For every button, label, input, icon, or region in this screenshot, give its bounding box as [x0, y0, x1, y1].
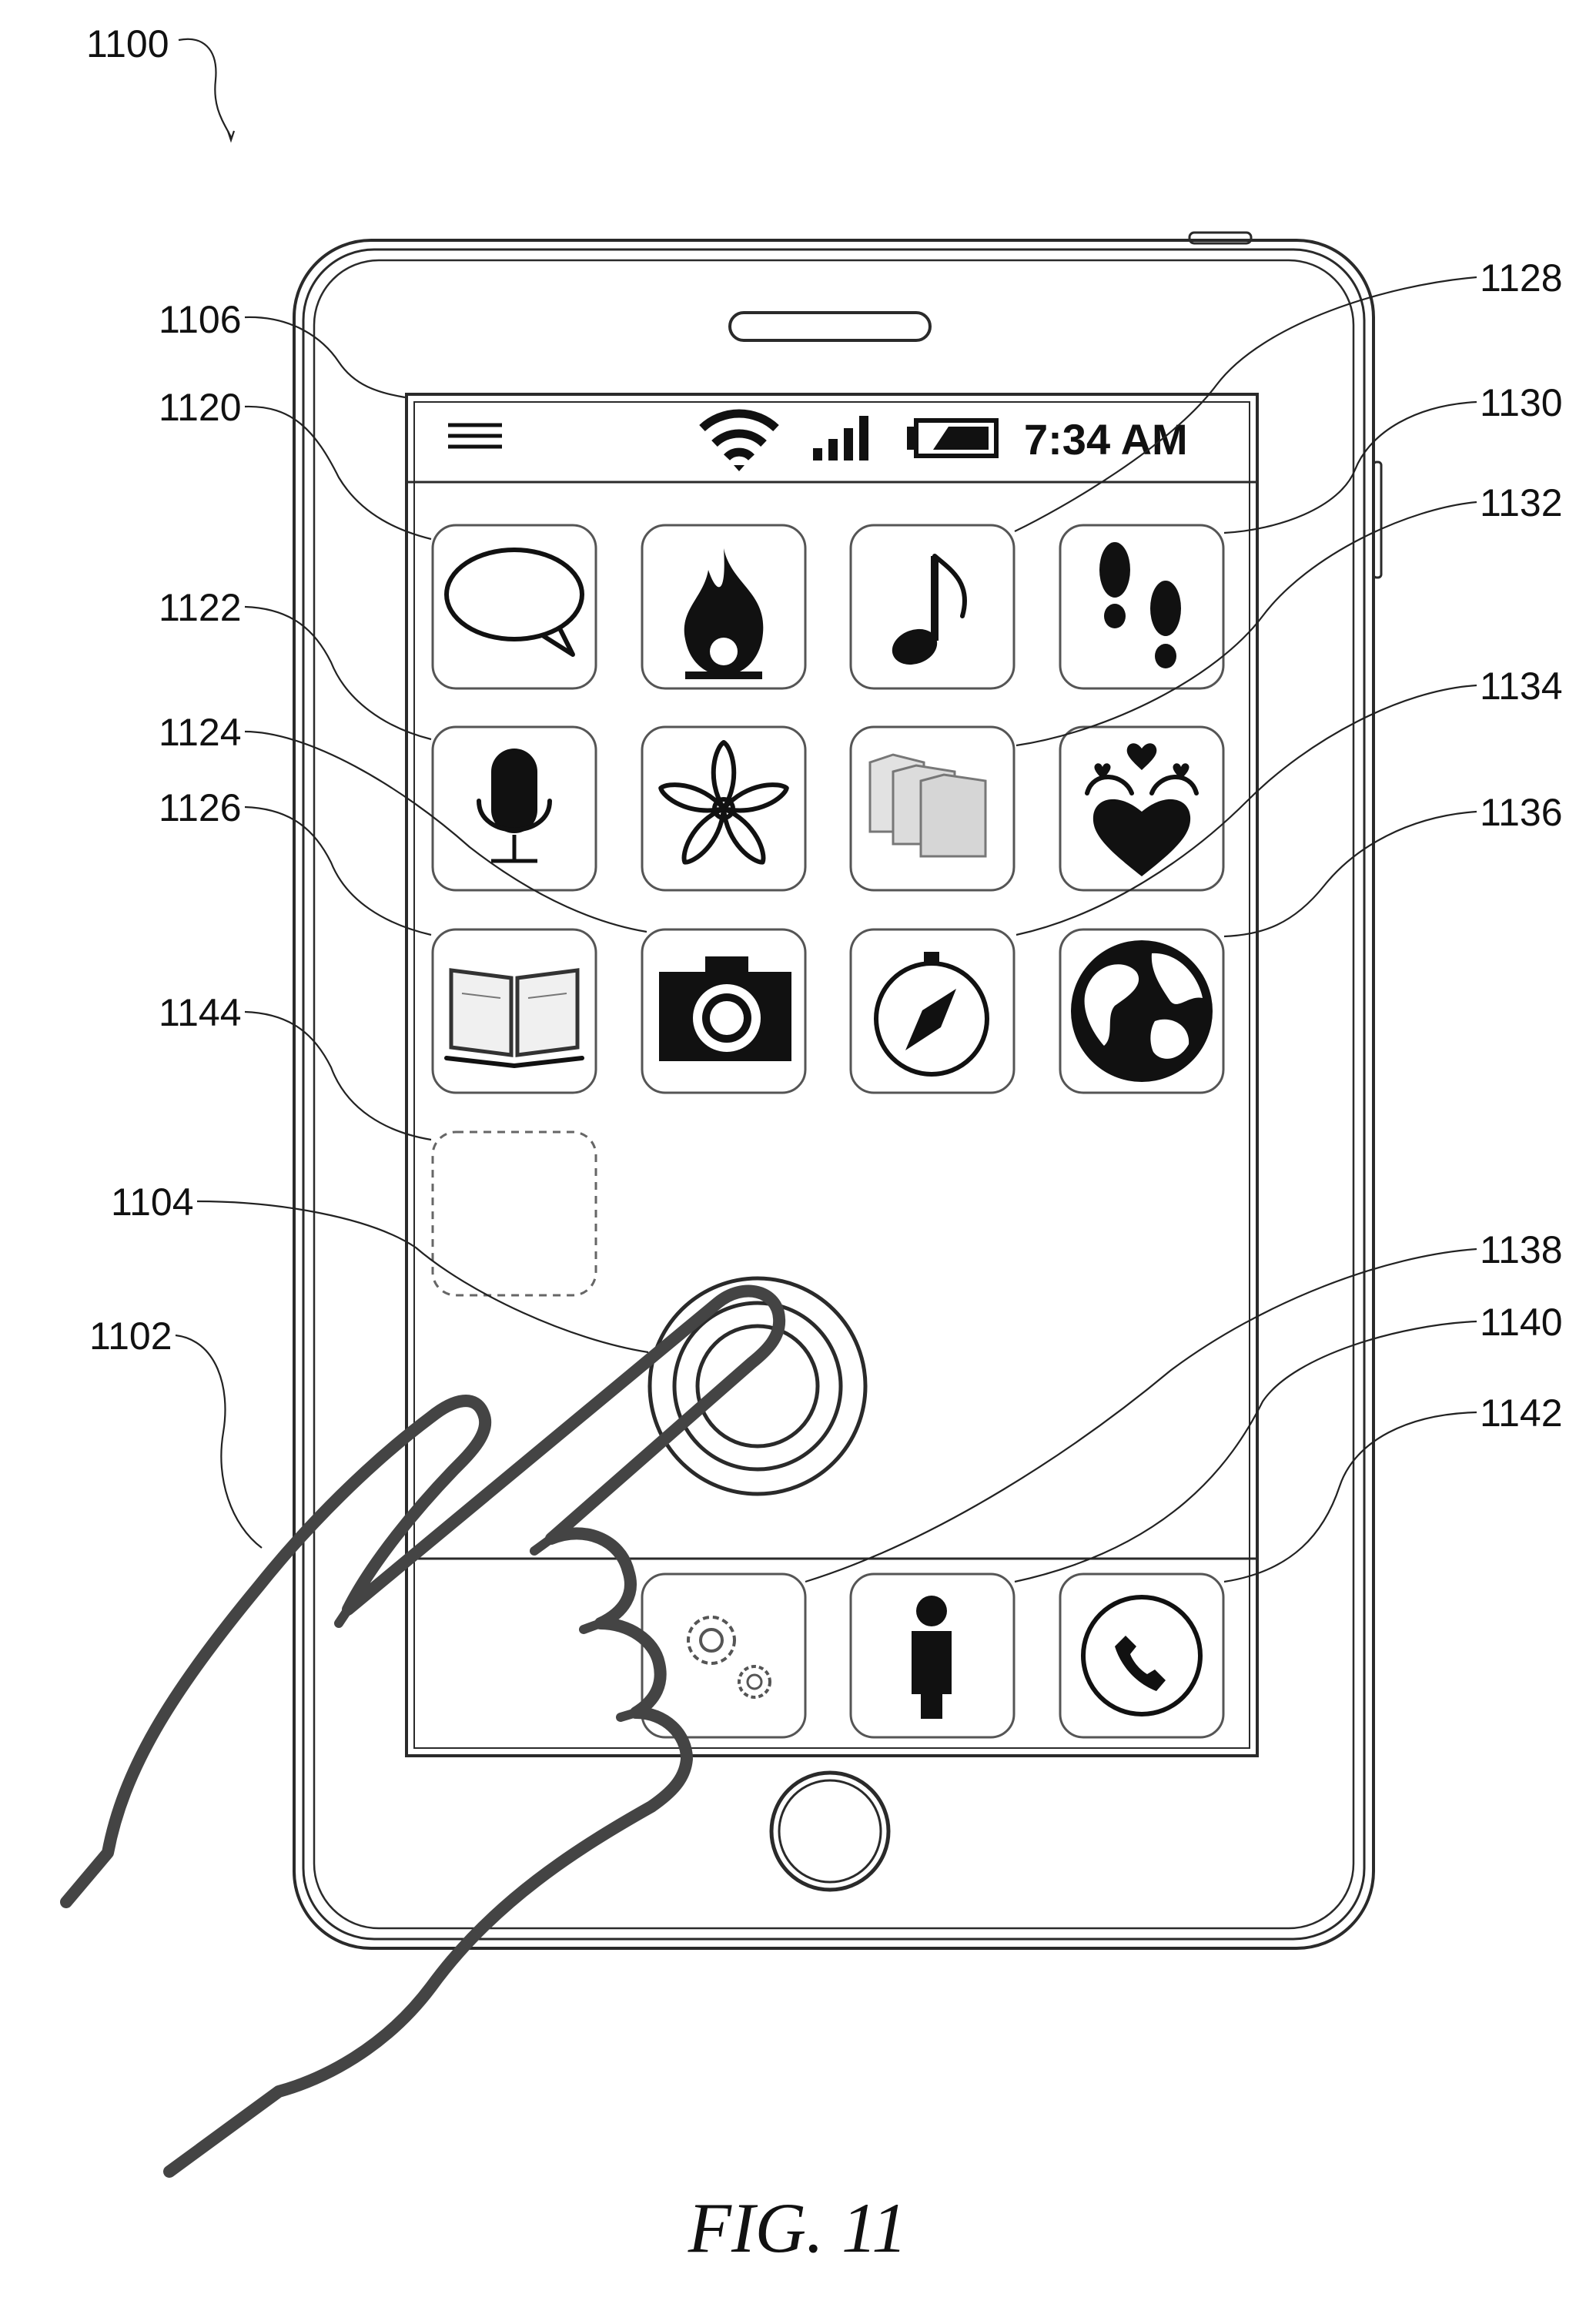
status-time: 7:34 AM [1024, 415, 1188, 464]
hamburger-icon[interactable] [448, 425, 502, 447]
app-speech-bubble[interactable] [433, 525, 596, 688]
figure-caption: FIG. 11 [688, 2189, 907, 2267]
app-flame[interactable] [642, 525, 805, 688]
app-contacts[interactable] [851, 1574, 1014, 1737]
ref-1144: 1144 [159, 991, 242, 1034]
app-settings[interactable] [642, 1574, 805, 1737]
ref-1100: 1100 [86, 22, 169, 65]
app-book[interactable] [433, 929, 596, 1093]
ref-1122: 1122 [159, 586, 242, 629]
app-files[interactable] [851, 727, 1014, 890]
ref-1142: 1142 [1480, 1392, 1563, 1435]
app-footprints[interactable] [1060, 525, 1223, 688]
ref-1136: 1136 [1480, 791, 1563, 834]
app-camera[interactable] [642, 929, 805, 1093]
ref-1102: 1102 [89, 1315, 172, 1358]
ref-1134: 1134 [1480, 665, 1563, 708]
ref-1140: 1140 [1480, 1301, 1563, 1344]
ref-1132: 1132 [1480, 481, 1563, 524]
signal-bars-icon [813, 416, 868, 461]
earpiece-speaker [730, 313, 930, 340]
ref-1126: 1126 [159, 786, 242, 829]
camera-icon [659, 956, 791, 1061]
leader-lines [176, 39, 1477, 1582]
empty-app-slot[interactable] [433, 1132, 596, 1295]
ref-1128: 1128 [1480, 256, 1563, 300]
app-hearts[interactable] [1060, 727, 1223, 890]
globe-icon [1071, 940, 1213, 1082]
app-flower[interactable] [642, 727, 805, 890]
home-button[interactable] [771, 1773, 888, 1890]
ref-1130: 1130 [1480, 381, 1563, 424]
app-globe[interactable] [1060, 929, 1223, 1093]
app-phone[interactable] [1060, 1574, 1223, 1737]
volume-button[interactable] [1373, 462, 1381, 578]
app-microphone[interactable] [433, 727, 596, 890]
app-music[interactable] [851, 525, 1014, 688]
ref-1104: 1104 [111, 1181, 194, 1224]
ref-1138: 1138 [1480, 1228, 1563, 1271]
touch-target[interactable] [650, 1278, 865, 1494]
ref-1106: 1106 [159, 298, 242, 341]
status-bar: 7:34 AM [448, 414, 1188, 471]
wifi-icon [702, 414, 776, 471]
hand-illustration [66, 1291, 779, 2172]
ref-1124: 1124 [159, 711, 242, 754]
reference-numerals: 1100 1106 1120 1122 1124 1126 1144 1104 … [86, 22, 1563, 1435]
battery-icon [907, 420, 996, 456]
ref-1120: 1120 [159, 386, 242, 429]
app-compass[interactable] [851, 929, 1014, 1093]
